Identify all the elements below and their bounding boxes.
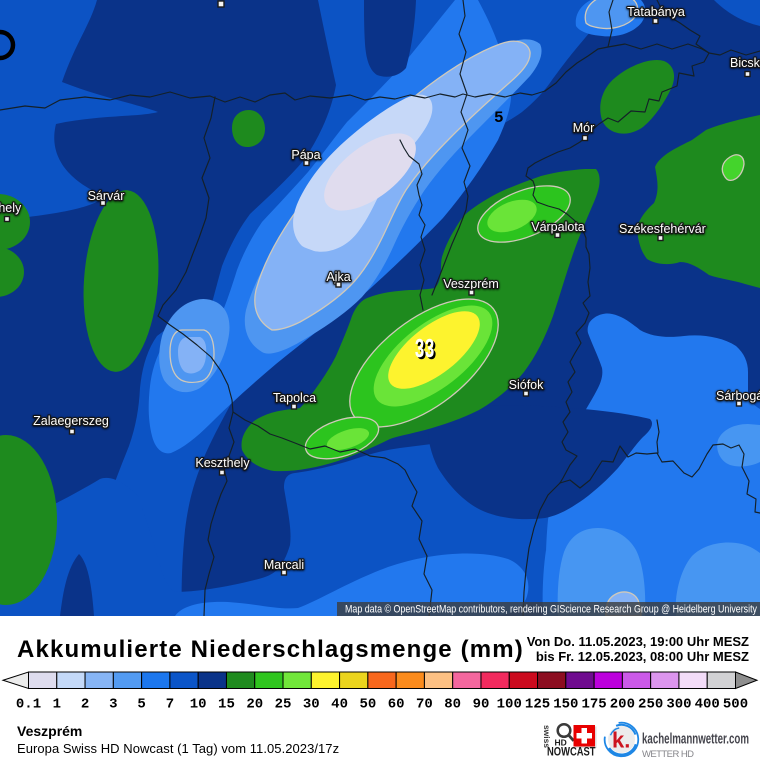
svg-text:Marcali: Marcali <box>264 558 304 572</box>
svg-text:HD: HD <box>555 738 567 748</box>
svg-text:10: 10 <box>190 697 207 713</box>
svg-text:7: 7 <box>166 697 174 713</box>
svg-text:300: 300 <box>666 697 691 713</box>
svg-text:5: 5 <box>137 697 145 713</box>
svg-text:Mór: Mór <box>573 121 595 135</box>
svg-text:Bicske: Bicske <box>730 56 760 70</box>
svg-text:swiss: swiss <box>542 725 552 748</box>
svg-text:Zalaegerszeg: Zalaegerszeg <box>33 414 109 428</box>
svg-text:Székesfehérvár: Székesfehérvár <box>619 222 706 236</box>
svg-text:Map data © OpenStreetMap contr: Map data © OpenStreetMap contributors, r… <box>345 604 757 616</box>
svg-text:0.1: 0.1 <box>16 697 41 713</box>
svg-text:Tapolca: Tapolca <box>273 391 316 405</box>
svg-text:125: 125 <box>525 697 550 713</box>
svg-text:Szombathely: Szombathely <box>0 201 22 215</box>
svg-text:Ajka: Ajka <box>326 270 350 284</box>
svg-text:70: 70 <box>416 697 433 713</box>
svg-text:33: 33 <box>415 336 435 366</box>
svg-text:Siófok: Siófok <box>509 378 544 392</box>
svg-text:20: 20 <box>246 697 263 713</box>
svg-text:250: 250 <box>638 697 663 713</box>
svg-text:2: 2 <box>81 697 89 713</box>
svg-text:1: 1 <box>53 697 61 713</box>
svg-text:Pápa: Pápa <box>291 148 320 162</box>
svg-text:175: 175 <box>581 697 606 713</box>
svg-text:33: 33 <box>417 338 437 368</box>
svg-text:25: 25 <box>275 697 292 713</box>
svg-text:200: 200 <box>610 697 635 713</box>
svg-text:5: 5 <box>494 109 504 127</box>
svg-text:k.: k. <box>612 728 630 753</box>
svg-text:15: 15 <box>218 697 235 713</box>
svg-text:500: 500 <box>723 697 748 713</box>
svg-text:Várpalota: Várpalota <box>531 220 585 234</box>
svg-text:90: 90 <box>473 697 490 713</box>
svg-text:WETTER HD: WETTER HD <box>642 749 694 760</box>
svg-text:50: 50 <box>359 697 376 713</box>
svg-text:400: 400 <box>695 697 720 713</box>
svg-text:kachelmannwetter.com: kachelmannwetter.com <box>642 731 749 748</box>
svg-text:Keszthely: Keszthely <box>195 456 250 470</box>
svg-text:30: 30 <box>303 697 320 713</box>
svg-text:60: 60 <box>388 697 405 713</box>
svg-text:NOWCAST: NOWCAST <box>547 747 596 759</box>
svg-text:100: 100 <box>497 697 522 713</box>
svg-text:Sárvár: Sárvár <box>88 189 125 203</box>
svg-text:150: 150 <box>553 697 578 713</box>
svg-text:Tatabánya: Tatabánya <box>627 5 685 19</box>
svg-text:Veszprém: Veszprém <box>443 277 499 291</box>
svg-text:3: 3 <box>109 697 117 713</box>
svg-text:Sárbogárd: Sárbogárd <box>716 389 760 403</box>
svg-text:40: 40 <box>331 697 348 713</box>
svg-text:80: 80 <box>444 697 461 713</box>
